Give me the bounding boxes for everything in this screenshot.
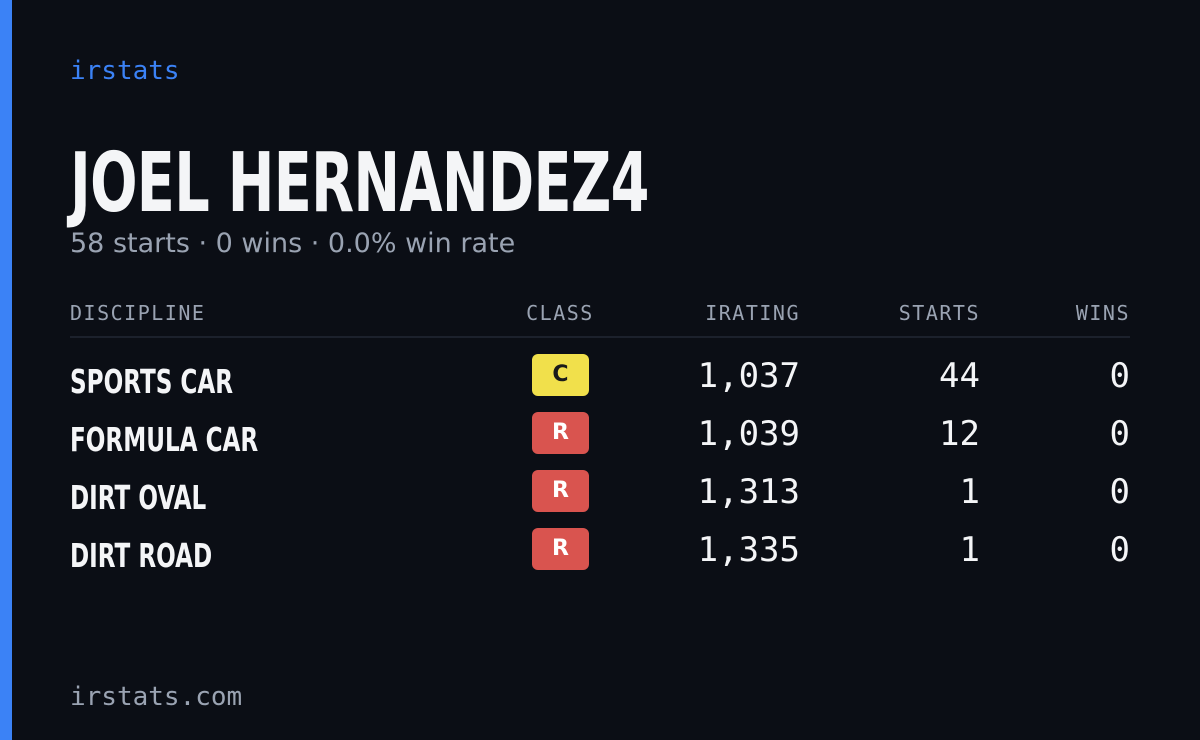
class-badge: C [532, 354, 589, 396]
irating: 1,335 [697, 530, 800, 570]
column-header: CLASS [526, 301, 594, 325]
column-header: WINS [1075, 301, 1130, 325]
column-header: IRATING [705, 301, 800, 325]
class-badge: R [532, 528, 589, 570]
wins: 0 [1109, 356, 1130, 396]
irating: 1,037 [697, 356, 800, 396]
wins: 0 [1109, 472, 1130, 512]
driver-name: JOEL HERNANDEZ4 [70, 136, 649, 231]
irating: 1,039 [697, 414, 800, 454]
brand[interactable]: irstats [70, 56, 180, 86]
footer-link[interactable]: irstats.com [70, 682, 243, 712]
wins: 0 [1109, 530, 1130, 570]
divider [70, 336, 1130, 338]
class-badge: R [532, 470, 589, 512]
summary: 58 starts · 0 wins · 0.0% win rate [70, 228, 516, 259]
discipline: FORMULA CAR [70, 420, 259, 459]
starts: 12 [939, 414, 980, 454]
accent-bar [0, 0, 12, 740]
discipline: SPORTS CAR [70, 362, 234, 401]
class-badge: R [532, 412, 589, 454]
column-header: DISCIPLINE [70, 301, 206, 325]
wins: 0 [1109, 414, 1130, 454]
column-header: STARTS [898, 301, 980, 325]
discipline: DIRT OVAL [70, 478, 207, 517]
discipline: DIRT ROAD [70, 536, 213, 575]
starts: 1 [959, 530, 980, 570]
starts: 44 [939, 356, 980, 396]
starts: 1 [959, 472, 980, 512]
irating: 1,313 [697, 472, 800, 512]
